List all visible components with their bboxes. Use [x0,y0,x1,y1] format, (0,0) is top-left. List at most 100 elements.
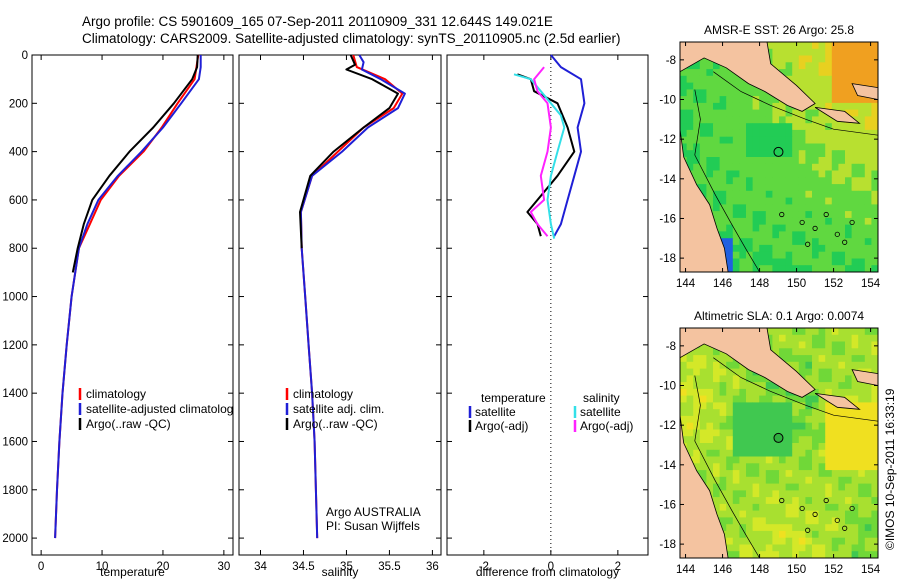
map-cell [699,388,707,397]
map-cell [851,129,859,138]
map-cell [805,490,813,498]
map-cell [732,82,740,90]
map-cell [732,211,740,219]
map-cell [765,211,773,219]
map-cell [792,136,800,144]
land-australia [680,129,729,272]
map-cell [805,258,813,266]
map-cell [732,265,740,272]
map-cell [871,157,878,165]
map-cell [772,449,780,457]
map-cell [805,470,813,478]
plot-frame [31,54,234,556]
map-cell [779,204,786,212]
map-cell [772,197,780,205]
map-cell [871,328,878,336]
map-cell [785,150,793,158]
map-cell [871,231,878,239]
map-cell [845,157,852,165]
map-cell [746,524,753,532]
map-cell [739,102,747,111]
map-cell [845,163,852,171]
map-x-tick-label: 148 [750,278,769,290]
map-cell [752,116,760,124]
map-cell [831,150,839,158]
map-cell [746,136,753,144]
map-cell [713,69,720,77]
map-cell [851,443,859,451]
map-cell [818,422,826,430]
map-cell [818,490,826,498]
map-cell [713,82,720,90]
map-cell [831,190,839,198]
map-cell [726,136,734,144]
map-cell [851,157,859,165]
map-cell [746,109,753,117]
map-cell [792,224,800,232]
map-cell [818,388,826,397]
map-cell [726,402,734,410]
map-cell [785,62,793,70]
reef-outline [849,219,855,226]
map-cell [871,197,878,205]
map-cell [818,368,826,376]
map-cell [818,382,826,390]
map-cell [772,334,780,342]
map-cell [746,530,753,539]
map-cell [772,328,780,336]
map-cell [699,89,707,97]
map-cell [759,231,767,239]
map-cell [805,409,813,417]
map-cell [726,361,734,369]
map-cell [772,348,780,356]
map-x-tick-label: 148 [750,564,769,576]
map-cell [798,436,806,444]
map-cell [706,422,714,430]
map-cell [713,170,720,178]
map-cell [732,170,740,178]
map-cell [851,530,859,539]
map-cell [798,334,806,342]
map-cell [871,42,878,50]
map-cell [772,217,780,226]
map-cell [851,449,859,457]
map-cell [871,355,878,363]
map-cell [752,530,760,539]
map-cell [699,348,707,356]
map-cell [765,184,773,192]
map-cell [831,129,839,138]
map-cell [818,415,826,424]
map-cell [864,483,872,491]
map-cell [706,470,714,478]
map-cell [759,483,767,491]
map-cell [779,510,786,518]
map-cell [746,422,753,430]
map-cell [779,429,786,437]
map-cell [798,244,806,253]
map-cell [719,456,727,464]
map-cell [864,55,872,63]
map-y-tick-label: -14 [659,174,676,186]
map-x-tick-label: 150 [787,564,806,576]
map-cell [858,190,866,198]
map-cell [864,204,872,212]
map-cell [785,123,793,131]
map-cell [706,102,714,111]
map-cell [746,497,753,505]
map-cell [831,463,839,471]
map-cell [864,123,872,131]
map-cell [825,409,833,417]
map-cell [812,251,819,259]
depth-contour [694,375,760,558]
map-cell [706,476,714,484]
map-cell [719,470,727,478]
map-cell [851,265,859,272]
map-cell [792,510,800,518]
map-x-tick-label: 146 [713,278,732,290]
map-cell [864,102,872,111]
map-cell [719,89,727,97]
map-cell [871,150,878,158]
map-cell [719,211,727,219]
map-cell [732,102,740,111]
map-cell [792,395,800,403]
